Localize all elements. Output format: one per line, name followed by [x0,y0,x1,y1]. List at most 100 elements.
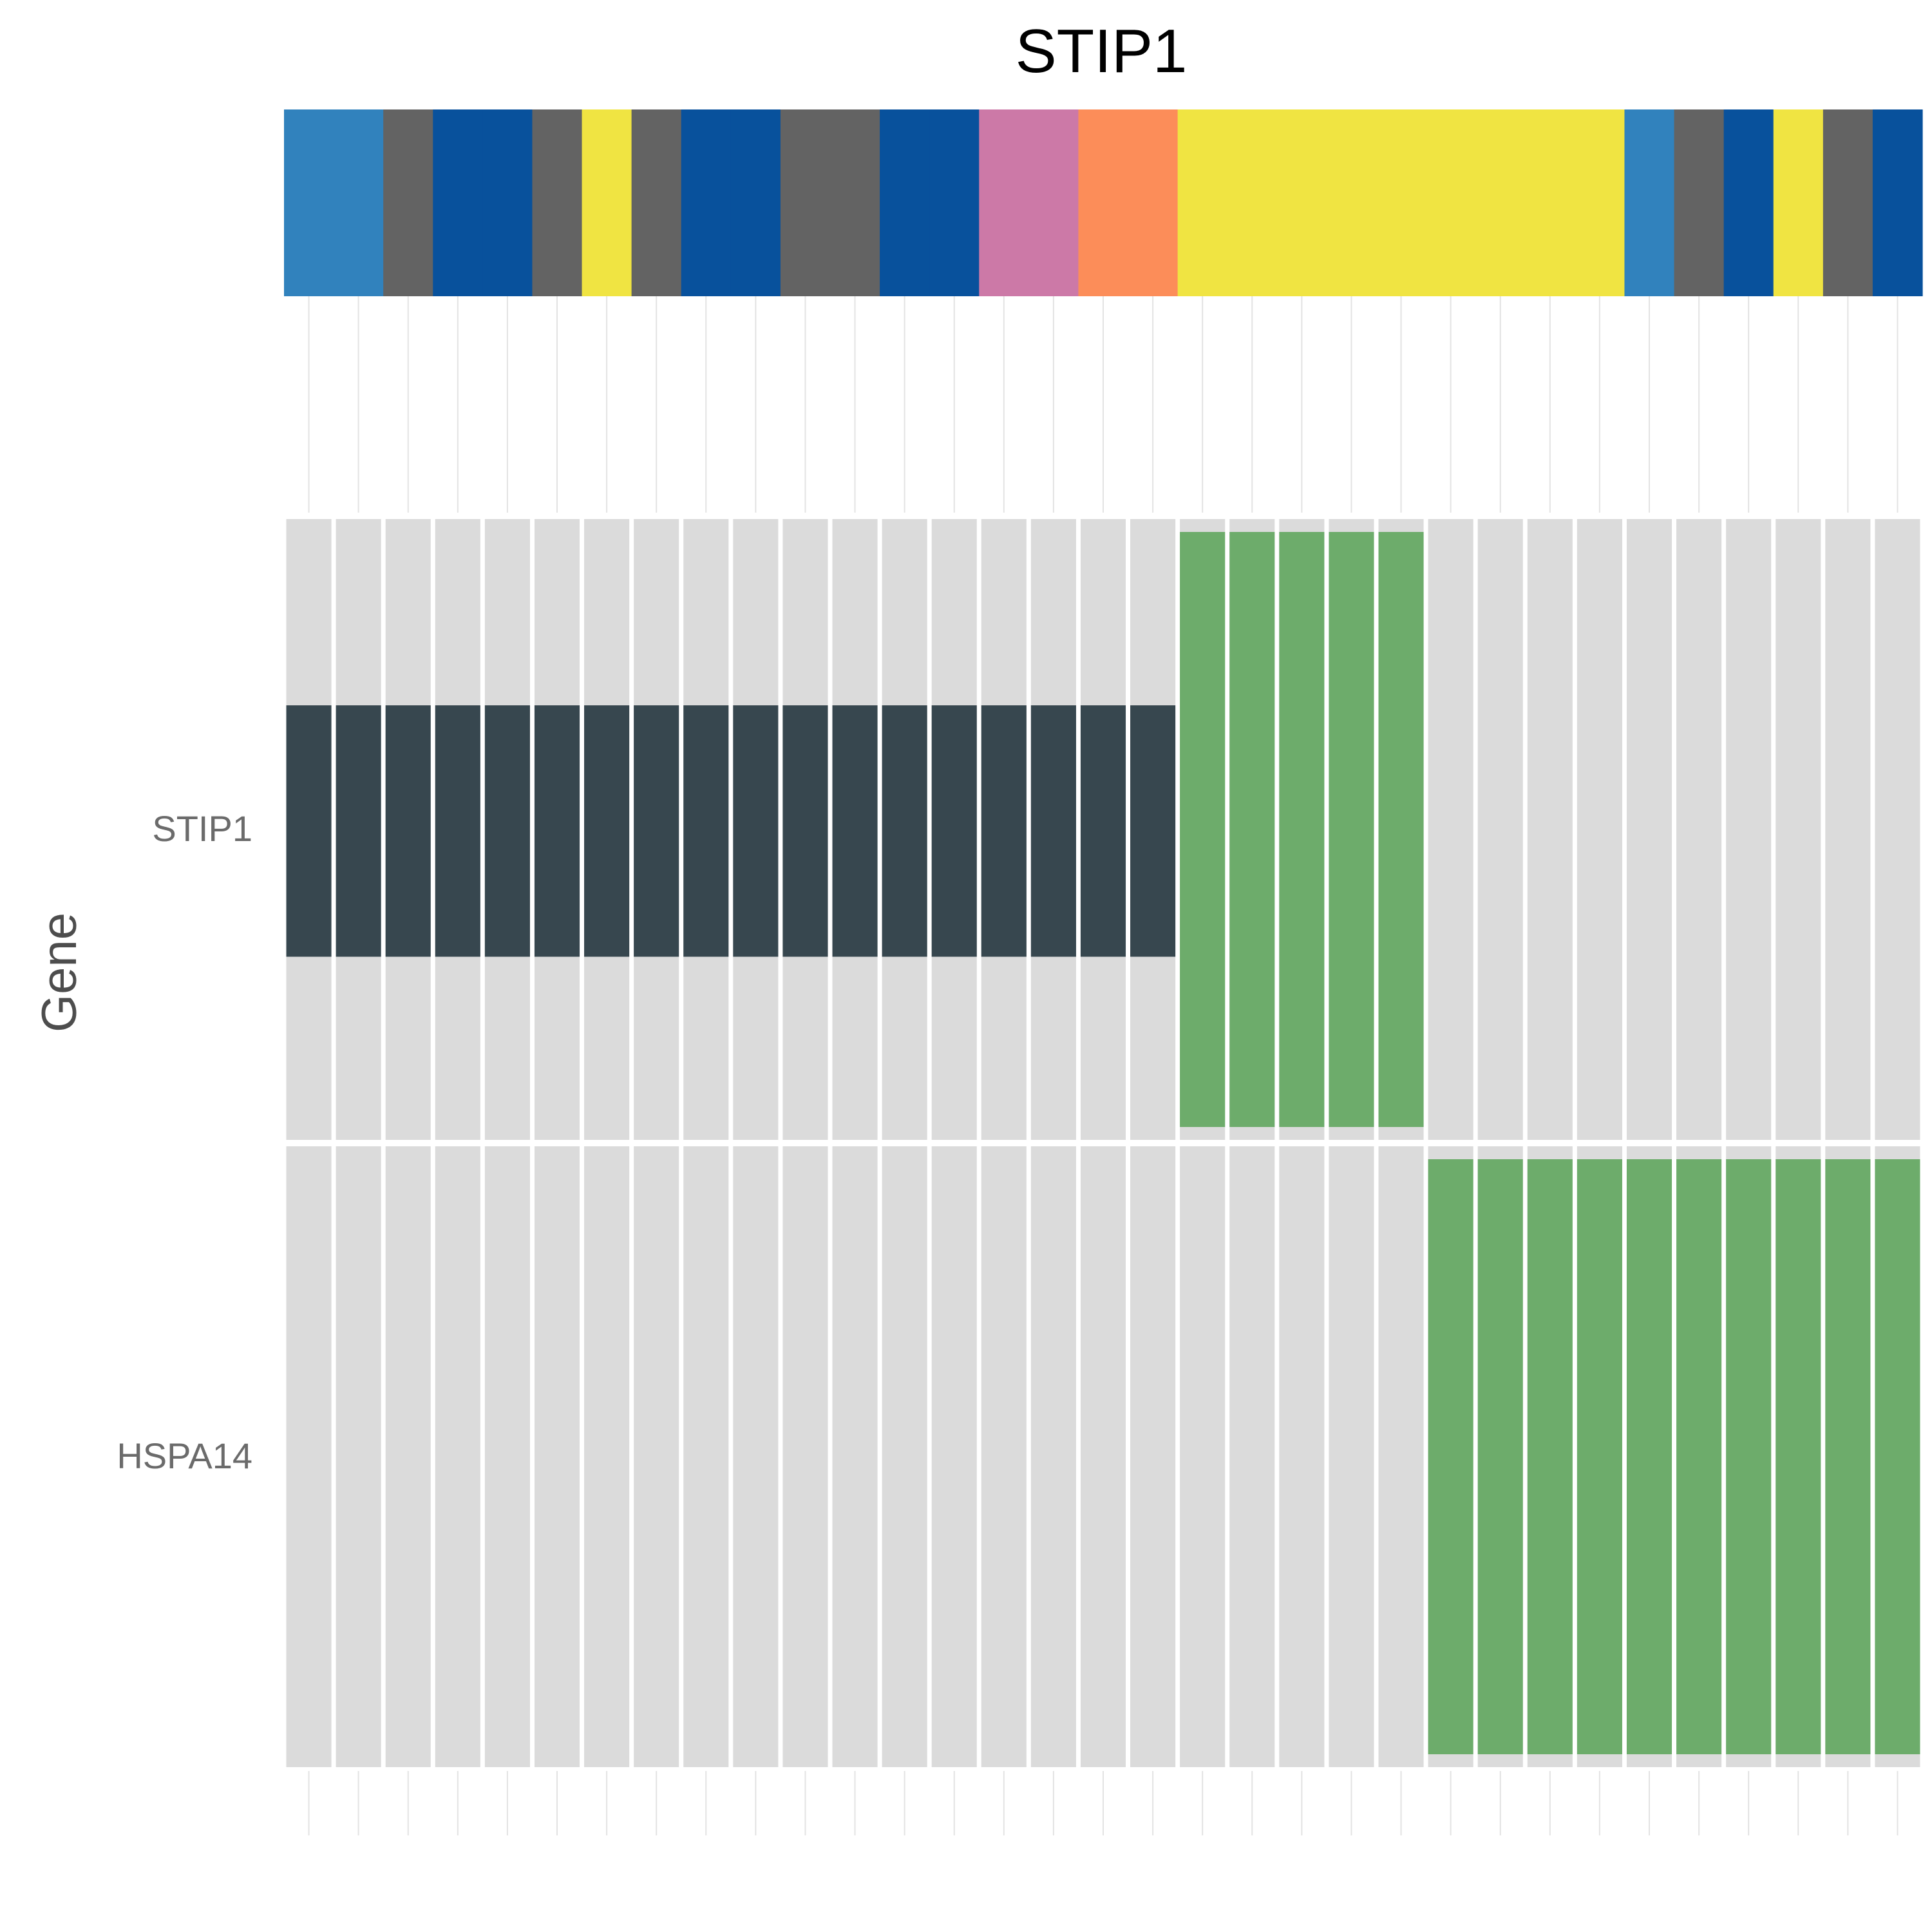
bottom-tick-lines [308,1771,1899,1835]
annotation-cell [979,109,1029,296]
alteration-cell-dark [286,705,332,957]
background-cell [1329,1146,1374,1767]
background-cell [584,1146,630,1767]
alteration-cell-green [1875,1159,1920,1754]
annotation-cell [929,109,980,296]
background-cell [1626,519,1672,1140]
alteration-cell-green [1626,1159,1672,1754]
background-cell [1676,519,1722,1140]
background-cell [1279,1146,1325,1767]
background-cell [1477,519,1523,1140]
heatmap-cells [286,519,1920,1767]
annotation-cell [1723,109,1774,296]
alteration-cell-green [1577,1159,1622,1754]
alteration-cell-dark [1080,705,1126,957]
alteration-cell-green [1726,1159,1772,1754]
alteration-cell-green [1428,1159,1473,1754]
background-cell [1825,519,1871,1140]
annotation-cell [1227,109,1278,296]
alteration-cell-dark [782,705,828,957]
background-cell [981,1146,1027,1767]
alteration-cell-green [1825,1159,1871,1754]
alteration-cell-dark [534,705,580,957]
gene-labels: STIP1 HSPA14 [117,808,252,1476]
annotation-cell [1674,109,1725,296]
annotation-cell [1773,109,1824,296]
alteration-cell-dark [435,705,480,957]
background-cell [1229,1146,1275,1767]
background-cell [286,1146,332,1767]
annotation-cell [1575,109,1625,296]
annotation-cell [482,109,533,296]
background-cell [832,1146,878,1767]
alteration-cell-dark [1030,705,1076,957]
annotation-cell [1872,109,1923,296]
background-cell [1378,1146,1424,1767]
annotation-cell [1326,109,1377,296]
annotation-cell [681,109,732,296]
background-cell [1577,519,1622,1140]
alteration-cell-dark [882,705,927,957]
background-cell [534,1146,580,1767]
annotation-cell [1177,109,1228,296]
annotation-cell [433,109,483,296]
annotation-cell [830,109,880,296]
alteration-cell-dark [336,705,381,957]
background-cell [1776,519,1821,1140]
background-cell [336,1146,381,1767]
chart-title: STIP1 [1016,17,1188,86]
alteration-cell-dark [385,705,431,957]
annotation-cell [1823,109,1873,296]
annotation-cell [284,109,334,296]
alteration-cell-green [1279,532,1325,1127]
background-cell [1130,1146,1176,1767]
alteration-cell-dark [1130,705,1176,957]
background-cell [931,1146,977,1767]
background-cell [1875,519,1920,1140]
background-cell [634,1146,679,1767]
background-cell [782,1146,828,1767]
gene-label: STIP1 [152,808,252,849]
annotation-cell [383,109,433,296]
background-cell [882,1146,927,1767]
alteration-cell-green [1329,532,1374,1127]
background-cell [484,1146,530,1767]
annotation-cell [1624,109,1675,296]
background-cell [1527,519,1573,1140]
top-tick-lines [308,296,1899,513]
annotation-cell [532,109,583,296]
background-cell [1726,519,1772,1140]
background-cell [1180,1146,1226,1767]
annotation-cell [1426,109,1476,296]
background-cell [385,1146,431,1767]
alteration-cell-dark [733,705,779,957]
annotation-cell [730,109,781,296]
alteration-cell-green [1676,1159,1722,1754]
annotation-cell [1028,109,1079,296]
annotation-cell [582,109,632,296]
annotation-cell [1276,109,1327,296]
alteration-cell-green [1527,1159,1573,1754]
alteration-cell-dark [484,705,530,957]
annotation-cell [880,109,930,296]
alteration-cell-dark [981,705,1027,957]
alteration-cell-dark [634,705,679,957]
annotation-cell [1078,109,1129,296]
annotation-cell [1525,109,1575,296]
alteration-cell-dark [584,705,630,957]
gene-label: HSPA14 [117,1435,252,1476]
alteration-cell-green [1378,532,1424,1127]
annotation-cell [1376,109,1426,296]
annotation-cell [1475,109,1526,296]
alteration-cell-dark [683,705,729,957]
annotation-cell [1128,109,1179,296]
alteration-cell-green [1229,532,1275,1127]
alteration-cell-dark [832,705,878,957]
background-cell [435,1146,480,1767]
background-cell [683,1146,729,1767]
annotation-cell [334,109,384,296]
annotation-track [284,109,1923,296]
background-cell [1080,1146,1126,1767]
annotation-cell [780,109,831,296]
background-cell [1030,1146,1076,1767]
